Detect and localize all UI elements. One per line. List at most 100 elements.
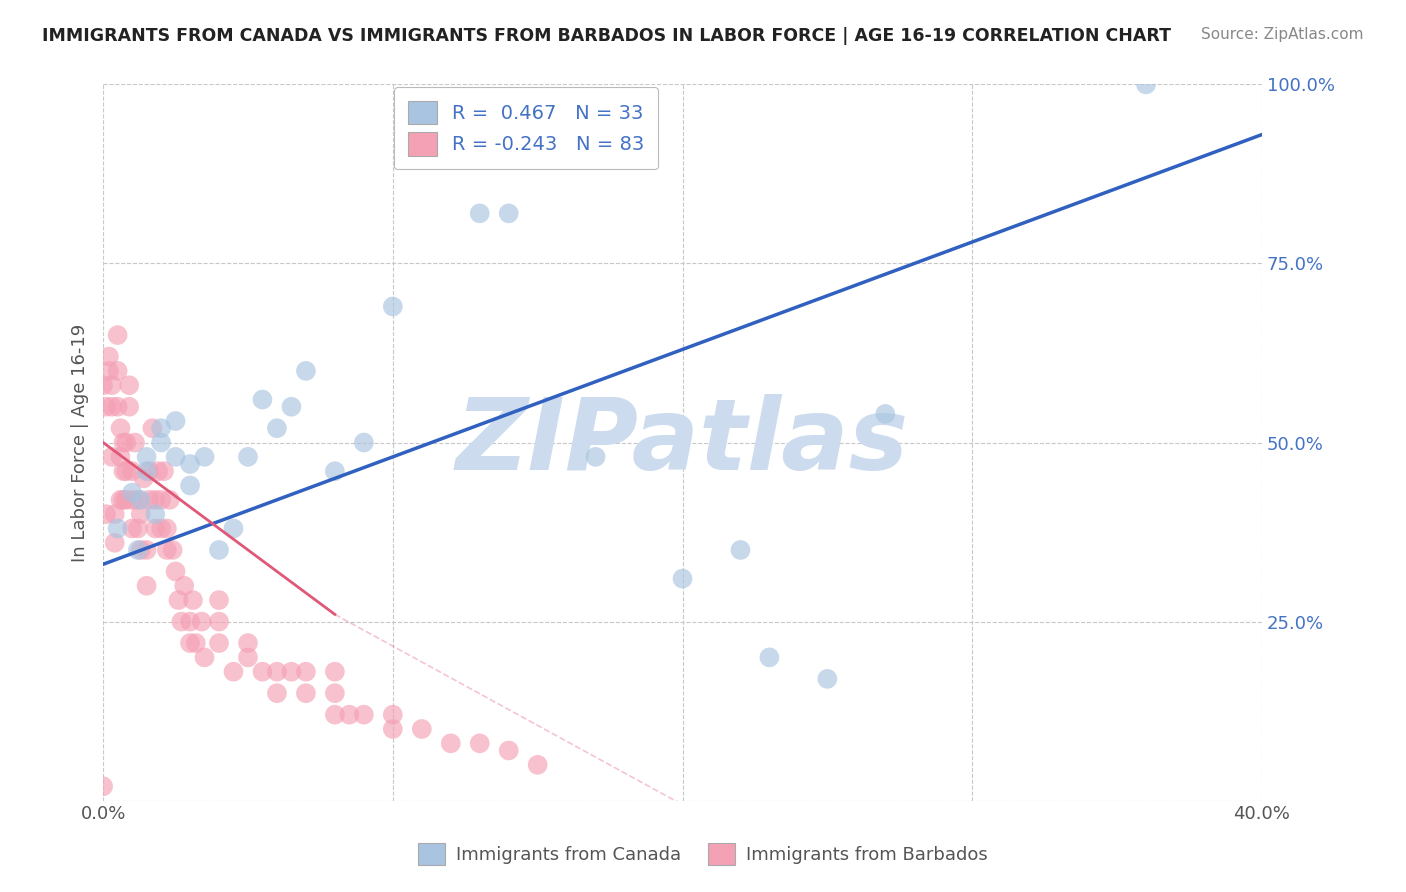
Point (193, 650, 215, 665)
Point (411, 722, 433, 736)
Point (875, 407, 897, 421)
Point (179, 636, 201, 650)
Point (222, 665, 245, 679)
Point (193, 450, 215, 464)
Point (150, 492, 173, 507)
Point (112, 435, 135, 450)
Point (121, 464, 143, 478)
Point (104, 536, 127, 550)
Point (671, 572, 693, 586)
Point (179, 615, 201, 629)
Point (159, 492, 181, 507)
Point (440, 736, 463, 750)
Point (138, 492, 160, 507)
Point (146, 464, 169, 478)
Point (252, 665, 274, 679)
Point (585, 450, 607, 464)
Point (208, 593, 231, 607)
Point (337, 707, 360, 722)
Point (162, 543, 184, 558)
Point (153, 464, 176, 478)
Legend: R =  0.467   N = 33, R = -0.243   N = 83: R = 0.467 N = 33, R = -0.243 N = 83 (394, 87, 658, 169)
Point (323, 464, 346, 478)
Point (97, 364, 120, 378)
Point (323, 707, 346, 722)
Point (295, 665, 318, 679)
Point (101, 450, 124, 464)
Point (143, 521, 166, 535)
Point (127, 521, 149, 535)
Point (252, 392, 274, 407)
Point (150, 421, 173, 435)
Point (112, 464, 135, 478)
Point (135, 464, 157, 478)
Point (266, 421, 288, 435)
Point (138, 464, 160, 478)
Point (118, 400, 141, 414)
Point (266, 686, 288, 700)
Point (758, 650, 780, 665)
Point (295, 364, 318, 378)
Point (323, 665, 346, 679)
Point (156, 543, 179, 558)
Point (110, 421, 132, 435)
Point (129, 543, 152, 558)
Point (280, 665, 302, 679)
Point (170, 615, 193, 629)
Point (141, 421, 163, 435)
Point (323, 686, 346, 700)
Point (107, 521, 129, 535)
Point (295, 686, 318, 700)
Point (498, 206, 520, 220)
Point (143, 492, 166, 507)
Point (107, 400, 129, 414)
Point (280, 400, 302, 414)
Point (107, 328, 129, 343)
Point (110, 450, 132, 464)
Point (1135, 78, 1157, 92)
Point (101, 378, 124, 392)
Point (498, 743, 520, 757)
Point (94, 400, 117, 414)
Point (129, 492, 152, 507)
Point (121, 521, 143, 535)
Point (468, 206, 491, 220)
Point (127, 543, 149, 558)
Point (135, 543, 157, 558)
Point (91, 779, 114, 793)
Point (118, 378, 141, 392)
Point (173, 579, 195, 593)
Point (165, 414, 187, 428)
Point (165, 565, 187, 579)
Point (266, 665, 288, 679)
Point (353, 435, 375, 450)
Point (526, 757, 548, 772)
Point (121, 492, 143, 507)
Point (381, 300, 404, 314)
Point (115, 492, 138, 507)
Point (156, 521, 179, 535)
Point (91, 378, 114, 392)
Point (167, 593, 190, 607)
Point (150, 435, 173, 450)
Point (135, 579, 157, 593)
Point (143, 507, 166, 521)
Point (730, 543, 752, 558)
Point (236, 450, 259, 464)
Point (222, 521, 245, 535)
Point (236, 636, 259, 650)
Point (165, 450, 187, 464)
Point (179, 457, 201, 471)
Point (381, 707, 404, 722)
Point (129, 507, 152, 521)
Point (179, 478, 201, 492)
Point (115, 435, 138, 450)
Point (107, 364, 129, 378)
Point (121, 485, 143, 500)
Point (110, 492, 132, 507)
Point (127, 492, 149, 507)
Point (236, 650, 259, 665)
Point (104, 507, 127, 521)
Point (190, 615, 212, 629)
Point (94, 507, 117, 521)
